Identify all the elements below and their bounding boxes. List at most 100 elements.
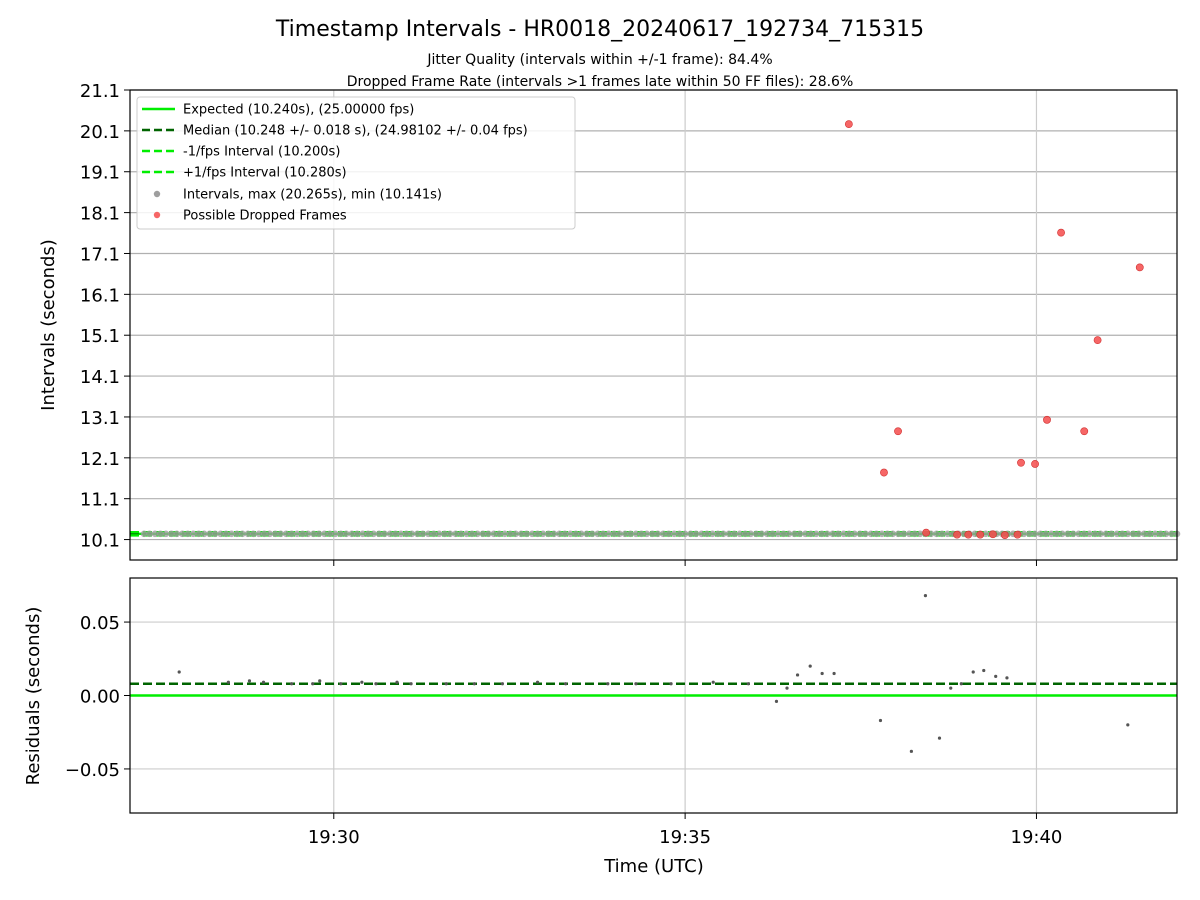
residual-point-5 (311, 682, 315, 686)
interval-point-77 (561, 530, 569, 538)
interval-point-186 (1157, 530, 1164, 538)
interval-point-75 (550, 530, 558, 538)
interval-point-145 (933, 530, 940, 538)
interval-point-109 (736, 530, 744, 538)
interval-point-66 (501, 530, 509, 538)
interval-point-87 (616, 530, 623, 538)
interval-point-140 (905, 530, 913, 538)
residual-point-27 (832, 671, 836, 676)
interval-point-91 (638, 530, 645, 538)
interval-point-179 (1119, 530, 1126, 538)
interval-point-34 (326, 530, 334, 538)
interval-point-133 (867, 530, 875, 538)
interval-point-174 (1091, 530, 1099, 538)
interval-point-29 (299, 530, 306, 538)
interval-point-89 (627, 530, 634, 538)
interval-point-107 (725, 530, 733, 538)
interval-point-154 (982, 530, 990, 538)
interval-point-132 (862, 530, 869, 538)
residuals-y-tick-label-1: 0.00 (80, 687, 120, 708)
interval-point-119 (791, 530, 798, 538)
interval-point-99 (681, 530, 689, 538)
interval-point-27 (288, 530, 295, 538)
interval-point-96 (665, 530, 673, 538)
chart-subtitle-dropped: Dropped Frame Rate (intervals >1 frames … (347, 74, 854, 90)
legend-item-median: Median (10.248 +/- 0.018 s), (24.98102 +… (142, 124, 528, 139)
interval-point-26 (282, 530, 290, 538)
interval-point-130 (851, 530, 858, 538)
chart-subtitle-jitter: Jitter Quality (intervals within +/-1 fr… (426, 52, 772, 68)
residual-point-3 (261, 680, 266, 684)
interval-point-106 (720, 530, 727, 538)
interval-point-16 (228, 530, 235, 538)
intervals-y-tick-label-8: 18.1 (80, 204, 120, 225)
dropped-frame-point-7 (988, 530, 997, 539)
interval-point-88 (621, 530, 629, 538)
legend-item-intervals: Intervals, max (20.265s), min (10.141s) (153, 188, 442, 203)
interval-point-175 (1097, 530, 1104, 538)
legend-box (136, 96, 576, 230)
interval-point-182 (1135, 530, 1143, 538)
interval-point-121 (802, 530, 809, 538)
interval-point-3 (157, 530, 164, 538)
legend-label-intervals: Intervals, max (20.265s), min (10.141s) (183, 188, 442, 203)
interval-point-131 (856, 530, 864, 538)
interval-point-33 (321, 530, 328, 538)
interval-point-2 (151, 530, 159, 538)
intervals-y-tick-label-7: 17.1 (80, 244, 120, 265)
residual-point-26 (820, 671, 824, 676)
interval-point-124 (818, 530, 826, 538)
interval-point-102 (698, 530, 705, 538)
interval-point-70 (523, 530, 530, 538)
interval-point-163 (1031, 530, 1039, 538)
intervals-points (140, 120, 1181, 539)
residuals-x-tick-label-2: 19:40 (1011, 827, 1063, 848)
interval-point-136 (884, 530, 891, 538)
intervals-x-ticks (333, 560, 1037, 566)
residuals-y-tick-label-0: 0.05 (80, 613, 120, 634)
residual-point-7 (339, 682, 343, 686)
legend-label-plus-fps: +1/fps Interval (10.280s) (183, 166, 347, 181)
interval-point-92 (643, 530, 651, 538)
interval-point-82 (588, 530, 596, 538)
interval-point-7 (179, 530, 186, 538)
interval-point-15 (222, 530, 230, 538)
intervals-y-tick-label-4: 14.1 (80, 367, 120, 388)
intervals-y-tick-label-11: 21.1 (80, 81, 120, 102)
interval-point-177 (1108, 530, 1115, 538)
interval-point-35 (332, 530, 339, 538)
residual-point-1 (226, 680, 230, 684)
interval-point-20 (250, 530, 257, 538)
interval-point-24 (271, 530, 279, 538)
interval-point-31 (310, 530, 317, 538)
interval-point-117 (780, 530, 787, 538)
interval-point-10 (195, 530, 203, 538)
residual-point-10 (395, 680, 399, 684)
residual-point-30 (923, 594, 928, 598)
interval-point-98 (676, 530, 683, 538)
dropped-frame-point-10 (1017, 458, 1025, 467)
residual-point-37 (1005, 676, 1009, 680)
interval-point-23 (266, 530, 274, 538)
dropped-frame-point-13 (1057, 228, 1065, 237)
intervals-y-tick-label-6: 16.1 (80, 285, 120, 306)
interval-point-59 (463, 530, 470, 538)
interval-point-134 (873, 530, 880, 538)
interval-point-38 (348, 530, 356, 538)
interval-point-50 (414, 530, 421, 538)
dropped-frame-point-9 (1013, 530, 1022, 539)
residuals-reference-lines (130, 682, 1177, 697)
intervals-y-tick-label-10: 20.1 (80, 122, 120, 143)
interval-point-147 (944, 530, 951, 538)
interval-point-13 (211, 530, 219, 538)
interval-point-97 (670, 530, 678, 538)
dropped-frame-point-14 (1080, 427, 1089, 436)
interval-point-118 (785, 530, 793, 538)
interval-point-1 (146, 530, 153, 538)
interval-point-62 (479, 530, 487, 538)
legend-item-plus-fps: +1/fps Interval (10.280s) (142, 166, 347, 181)
interval-point-32 (315, 530, 323, 538)
residual-point-11 (409, 682, 413, 686)
intervals-y-tick-label-5: 15.1 (80, 326, 120, 347)
legend-label-median: Median (10.248 +/- 0.018 s), (24.98102 +… (183, 124, 528, 139)
